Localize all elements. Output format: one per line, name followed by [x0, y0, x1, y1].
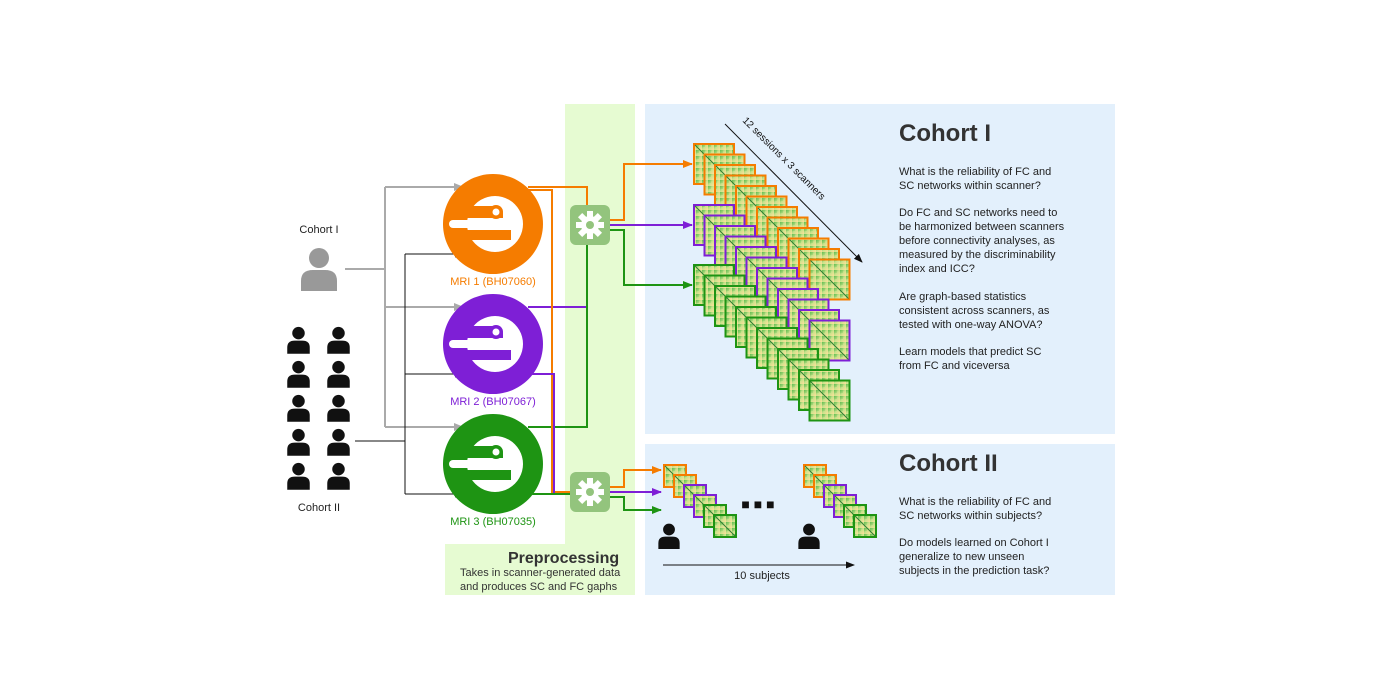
q-line: Are graph-based statistics: [899, 290, 1049, 304]
person-icon: [287, 361, 310, 388]
q-line: index and ICC?: [899, 262, 1064, 276]
gear-icon: [570, 472, 610, 512]
connectivity-matrix: [810, 381, 850, 421]
gear-icon: [570, 205, 610, 245]
cohort1-label: Cohort I: [299, 224, 338, 236]
cohort1-person-icon: [301, 248, 337, 291]
cohort2-panel-title: Cohort II: [899, 450, 998, 478]
mri1-label: MRI 1 (BH07060): [450, 276, 536, 288]
q-line: from FC and viceversa: [899, 359, 1041, 373]
q-line: measured by the discriminability: [899, 248, 1064, 262]
q-line: Learn models that predict SC: [899, 345, 1041, 359]
mri3-label: MRI 3 (BH07035): [450, 516, 536, 528]
person-icon: [287, 463, 310, 490]
connectivity-matrix: [854, 515, 876, 537]
cohort1-question-2: Do FC and SC networks need to be harmoni…: [899, 206, 1064, 276]
person-icon: [287, 327, 310, 354]
preprocessing-desc-line: Takes in scanner-generated data: [460, 566, 620, 580]
q-line: tested with one-way ANOVA?: [899, 318, 1049, 332]
cohort2-question-2: Do models learned on Cohort I generalize…: [899, 536, 1049, 578]
cohort1-question-1: What is the reliability of FC and SC net…: [899, 165, 1051, 193]
preprocessing-description: Takes in scanner-generated data and prod…: [460, 566, 620, 594]
cohort2-ellipsis: ■ ■ ■: [741, 496, 774, 512]
mri1-icon: [443, 174, 543, 274]
mri2-icon: [443, 294, 543, 394]
subjects-label: 10 subjects: [734, 570, 790, 582]
q-line: What is the reliability of FC and: [899, 495, 1051, 509]
connectivity-matrix: [714, 515, 736, 537]
q-line: be harmonized between scanners: [899, 220, 1064, 234]
person-icon: [287, 429, 310, 456]
person-icon: [327, 463, 350, 490]
cohort2-label: Cohort II: [298, 502, 340, 514]
person-icon: [327, 327, 350, 354]
person-icon: [327, 429, 350, 456]
q-line: before connectivity analyses, as: [899, 234, 1064, 248]
cohort2-people-icons: [287, 327, 350, 490]
cohort1-panel-title: Cohort I: [899, 120, 991, 148]
q-line: What is the reliability of FC and: [899, 165, 1051, 179]
q-line: SC networks within scanner?: [899, 179, 1051, 193]
cohort1-question-3: Are graph-based statistics consistent ac…: [899, 290, 1049, 332]
q-line: Do FC and SC networks need to: [899, 206, 1064, 220]
q-line: Do models learned on Cohort I: [899, 536, 1049, 550]
person-icon: [287, 395, 310, 422]
cohort2-question-1: What is the reliability of FC and SC net…: [899, 495, 1051, 523]
preprocessing-desc-line: and produces SC and FC gaphs: [460, 580, 620, 594]
person-icon: [327, 395, 350, 422]
mri2-label: MRI 2 (BH07067): [450, 396, 536, 408]
q-line: subjects in the prediction task?: [899, 564, 1049, 578]
q-line: SC networks within subjects?: [899, 509, 1051, 523]
cohort1-question-4: Learn models that predict SC from FC and…: [899, 345, 1041, 373]
q-line: generalize to new unseen: [899, 550, 1049, 564]
mri3-icon: [443, 414, 543, 514]
q-line: consistent across scanners, as: [899, 304, 1049, 318]
person-icon: [327, 361, 350, 388]
